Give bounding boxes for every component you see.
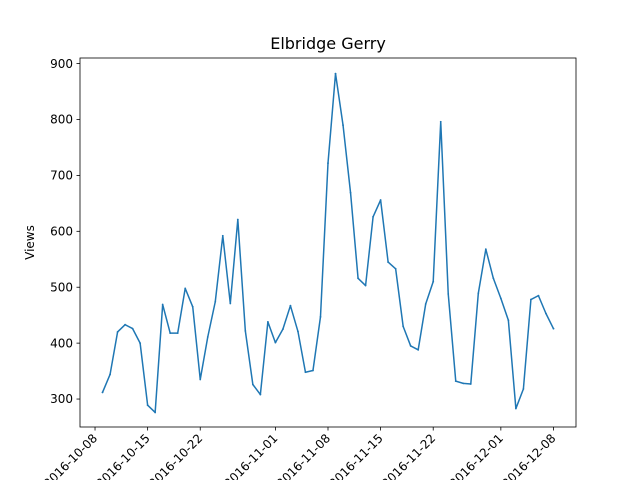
data-point <box>251 383 254 386</box>
data-point <box>229 302 232 305</box>
data-point <box>439 120 442 123</box>
data-point <box>214 300 217 303</box>
data-point <box>454 380 457 383</box>
data-point <box>101 391 104 394</box>
y-tick-label: 500 <box>50 280 73 294</box>
y-tick-label: 300 <box>50 392 73 406</box>
data-point <box>191 305 194 308</box>
data-point <box>319 315 322 318</box>
data-point <box>139 342 142 345</box>
data-point <box>537 294 540 297</box>
data-point <box>342 124 344 126</box>
data-point <box>417 348 420 351</box>
data-point <box>357 277 359 280</box>
y-tick-label: 800 <box>50 113 73 127</box>
data-point <box>499 297 502 300</box>
data-point <box>364 284 367 287</box>
data-point <box>327 162 329 165</box>
data-point <box>462 382 465 385</box>
data-point <box>484 248 487 251</box>
data-point <box>507 319 510 322</box>
data-point <box>447 293 450 295</box>
y-axis-label: Views <box>23 225 37 260</box>
data-point <box>372 215 374 218</box>
plot-area-frame <box>79 57 577 428</box>
data-point <box>124 323 126 326</box>
y-tick-label: 700 <box>50 169 73 183</box>
data-point <box>154 411 157 414</box>
data-point <box>334 72 337 75</box>
chart-title: Elbridge Gerry <box>270 34 386 53</box>
data-point <box>236 218 239 221</box>
data-point <box>394 267 397 270</box>
data-point <box>131 327 134 330</box>
data-point <box>530 298 532 301</box>
data-point <box>274 341 277 344</box>
data-point <box>387 261 390 263</box>
data-point <box>184 287 187 290</box>
data-point <box>552 327 555 330</box>
data-point <box>522 388 525 390</box>
data-point <box>379 199 382 201</box>
data-point <box>282 328 284 331</box>
data-point <box>432 280 435 283</box>
data-point <box>477 292 480 295</box>
data-point <box>169 332 172 334</box>
data-point <box>409 345 412 347</box>
data-point <box>514 407 517 410</box>
data-point <box>297 330 299 333</box>
data-points <box>101 72 555 414</box>
data-point <box>206 336 209 338</box>
data-point <box>304 371 307 374</box>
data-point <box>244 329 247 332</box>
data-point <box>109 373 111 376</box>
y-tick-label: 900 <box>50 57 73 71</box>
data-point <box>161 303 164 306</box>
data-point <box>199 378 202 381</box>
data-point <box>221 234 224 237</box>
data-point <box>469 383 472 385</box>
data-point <box>289 304 292 307</box>
data-point <box>116 331 119 333</box>
data-point <box>492 277 495 280</box>
data-point <box>146 404 149 407</box>
y-tick-label: 400 <box>50 336 73 350</box>
data-point <box>349 191 352 194</box>
data-point <box>312 369 314 372</box>
data-point <box>402 325 405 328</box>
data-point <box>545 312 547 315</box>
data-point <box>424 303 427 305</box>
data-point <box>176 332 179 334</box>
y-tick-label: 600 <box>50 225 73 239</box>
data-point <box>259 393 262 396</box>
data-point <box>266 320 269 323</box>
